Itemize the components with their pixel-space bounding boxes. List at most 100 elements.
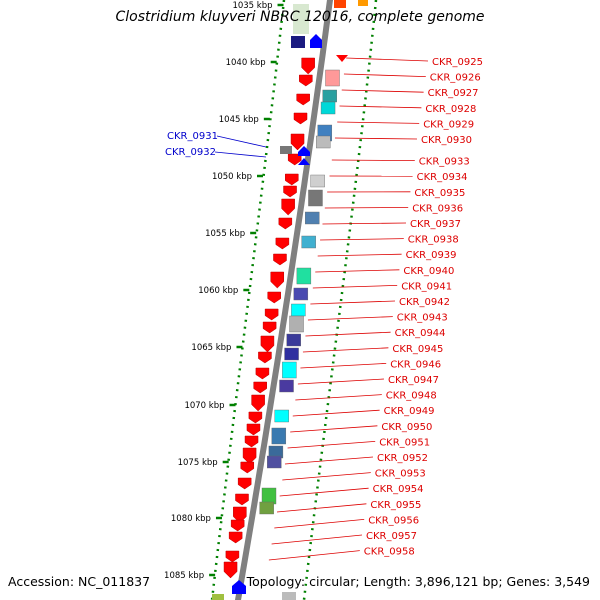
gene-label-right: CKR_0939	[406, 250, 457, 261]
gene-function-box	[261, 487, 277, 505]
gene-label-left: CKR_0932	[165, 147, 216, 158]
forward-gene-arrow	[230, 519, 245, 532]
label-leader-line	[334, 137, 418, 140]
gene-label-right: CKR_0954	[373, 484, 424, 495]
label-leader-line	[320, 238, 404, 241]
forward-gene-arrow	[264, 308, 279, 321]
forward-gene-arrow	[301, 57, 315, 75]
gene-function-box	[282, 361, 297, 379]
gene-function-box	[289, 315, 304, 333]
gene-label-right: CKR_0925	[432, 57, 483, 68]
label-leader-line	[295, 394, 382, 401]
gene-function-box	[325, 69, 340, 87]
label-leader-line	[307, 316, 393, 321]
label-leader-line	[271, 534, 363, 545]
reverse-gene-arrow	[310, 34, 322, 48]
gene-label-right: CKR_0948	[386, 391, 437, 402]
label-leader-line	[331, 159, 415, 161]
gene-label-right: CKR_0945	[392, 344, 443, 355]
scale-label: 1080 kbp	[171, 514, 211, 524]
scale-label: 1040 kbp	[226, 58, 266, 68]
forward-gene-arrow	[248, 411, 263, 424]
scale-line-right	[302, 0, 378, 600]
forward-gene-arrow	[283, 185, 297, 198]
forward-gene-arrow	[260, 335, 275, 353]
forward-gene-arrow	[246, 423, 261, 436]
forward-gene-arrow	[242, 447, 257, 465]
label-leader-line	[310, 300, 396, 305]
scale-line-left	[210, 0, 286, 600]
gene-label-right: CKR_0938	[408, 235, 459, 246]
reverse-gene-arrow	[298, 158, 310, 165]
gene-function-box	[358, 0, 368, 6]
label-leader-line	[302, 347, 389, 353]
forward-gene-arrow	[244, 435, 259, 448]
accession-label: Accession: NC_011837	[8, 574, 151, 589]
gene-label-right: CKR_0949	[384, 406, 435, 417]
gene-label-right: CKR_0941	[401, 281, 452, 292]
gene-label-right: CKR_0950	[381, 422, 432, 433]
label-leader-line	[339, 105, 422, 109]
forward-gene-arrow	[293, 112, 308, 125]
gene-function-box	[316, 135, 331, 149]
gene-label-right: CKR_0953	[375, 469, 426, 480]
gene-label-right: CKR_0927	[428, 88, 479, 99]
forward-gene-arrow	[253, 381, 267, 394]
label-leader-line	[214, 151, 267, 158]
gene-function-box	[308, 189, 323, 207]
forward-gene-arrow	[296, 93, 310, 106]
map-title: Clostridium kluyveri NBRC 12016, complet…	[115, 9, 485, 25]
reverse-gene-arrow	[232, 580, 246, 594]
scale-label: 1045 kbp	[219, 115, 259, 125]
gene-label-right: CKR_0940	[403, 266, 454, 277]
label-leader-line	[322, 222, 407, 225]
gene-label-right: CKR_0957	[366, 531, 417, 542]
gene-label-right: CKR_0926	[430, 73, 481, 84]
gene-function-box	[286, 333, 301, 347]
forward-gene-arrow	[278, 217, 293, 230]
gene-function-box	[259, 501, 274, 515]
gene-function-box	[212, 594, 224, 600]
forward-gene-arrow	[258, 351, 272, 364]
gene-function-box	[279, 379, 294, 393]
gene-label-right: CKR_0942	[399, 297, 450, 308]
scale-label: 1055 kbp	[205, 229, 245, 239]
gene-function-box	[291, 303, 306, 317]
gene-label-right: CKR_0956	[368, 515, 419, 526]
gene-label-right: CKR_0935	[414, 188, 465, 199]
gene-function-box	[271, 427, 287, 445]
forward-gene-arrow	[273, 253, 287, 266]
label-leader-line	[268, 550, 360, 561]
forward-gene-arrow	[237, 477, 252, 490]
label-leader-line	[346, 57, 429, 62]
forward-gene-arrow	[299, 74, 313, 87]
gene-function-box	[310, 174, 325, 188]
gene-function-box	[267, 455, 282, 469]
gene-label-right: CKR_0958	[364, 547, 415, 558]
gene-function-box	[282, 592, 296, 600]
forward-gene-arrow	[251, 394, 265, 412]
forward-gene-arrow	[223, 561, 238, 579]
label-leader-line	[324, 207, 409, 209]
label-leader-line	[290, 425, 378, 433]
topology-label: Topology: circular; Length: 3,896,121 bp…	[246, 574, 590, 589]
label-leader-line	[341, 89, 424, 93]
gene-label-right: CKR_0937	[410, 219, 461, 230]
gene-function-box	[280, 146, 292, 154]
gene-label-right: CKR_0934	[417, 172, 468, 183]
forward-gene-arrow	[290, 133, 305, 151]
label-leader-line	[312, 285, 398, 289]
scale-label: 1035 kbp	[232, 1, 272, 11]
label-leader-line	[284, 456, 374, 465]
gene-function-box	[334, 0, 346, 8]
gene-label-right: CKR_0930	[421, 135, 472, 146]
gene-function-box	[291, 36, 305, 48]
gene-label-left: CKR_0931	[167, 131, 218, 142]
scale-label: 1070 kbp	[184, 401, 224, 411]
gene-label-right: CKR_0943	[397, 313, 448, 324]
gene-function-box	[320, 101, 336, 115]
scale-label: 1075 kbp	[178, 458, 218, 468]
reverse-gene-arrow	[298, 146, 310, 156]
gene-function-box	[274, 409, 289, 423]
